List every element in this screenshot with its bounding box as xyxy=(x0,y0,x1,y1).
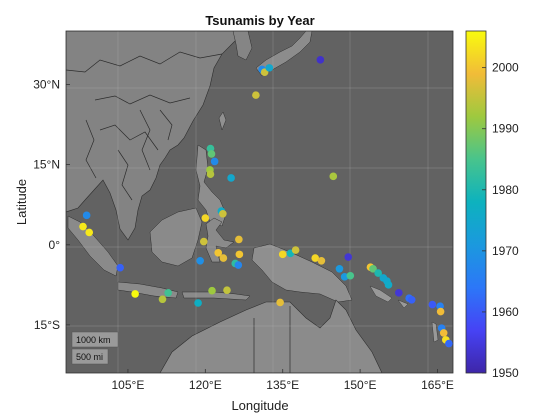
scale-bar-mi-label: 500 mi xyxy=(76,352,103,362)
tsunami-point xyxy=(219,254,228,262)
map-plot-area: 1000 km 500 mi xyxy=(65,30,454,374)
x-tick-label: 165°E xyxy=(421,378,454,392)
chart-title: Tsunamis by Year xyxy=(205,13,314,28)
tsunami-point xyxy=(158,295,167,304)
colorbar-tick-label: 2000 xyxy=(492,61,519,75)
tsunami-point xyxy=(346,271,355,280)
colorbar-gradient xyxy=(465,30,487,374)
tsunami-point xyxy=(196,256,204,265)
tsunami-point xyxy=(214,248,223,257)
colorbar: 1950 1960 1970 1980 1990 2000 xyxy=(465,30,519,380)
x-tick-label: 105°E xyxy=(112,378,145,392)
tsunami-point xyxy=(252,91,260,99)
x-tick-label: 120°E xyxy=(189,378,222,392)
scale-bar-km-box xyxy=(71,331,119,348)
tsunami-point xyxy=(329,172,338,181)
tsunami-point xyxy=(278,250,287,259)
colorbar-tick-label: 1950 xyxy=(492,366,519,380)
landmass-lesser-sunda xyxy=(181,291,251,301)
x-tick-label: 135°E xyxy=(266,378,299,392)
tsunami-point xyxy=(428,300,437,309)
tsunami-point xyxy=(164,289,172,297)
tsunami-point xyxy=(223,286,231,294)
x-axis-label: Longitude xyxy=(231,398,288,413)
tsunami-point xyxy=(316,56,325,64)
tsunami-point xyxy=(340,273,349,281)
tsunami-point xyxy=(199,237,208,246)
tsunami-point xyxy=(234,261,243,269)
y-tick-label: 30°N xyxy=(33,77,60,91)
tsunami-point xyxy=(208,286,216,295)
tsunami-point xyxy=(227,174,235,182)
tsunami-point xyxy=(374,269,382,277)
y-tick-label: 15°N xyxy=(33,158,60,172)
landmass-taiwan xyxy=(218,111,227,131)
tsunami-point xyxy=(439,329,448,337)
landmass-asia xyxy=(66,31,237,241)
scale-bar-km-label: 1000 km xyxy=(76,335,111,345)
landmass-australia xyxy=(159,299,383,373)
landmass-borneo xyxy=(149,207,203,267)
tsunami-point xyxy=(235,250,244,259)
tsunami-point xyxy=(317,256,326,265)
tsunami-point xyxy=(445,339,453,348)
tsunami-point xyxy=(407,295,416,304)
tsunami-point xyxy=(201,214,210,222)
tsunami-point xyxy=(265,64,274,72)
colorbar-tick-label: 1990 xyxy=(492,122,519,136)
tsunami-point xyxy=(116,263,124,272)
landmass-korea xyxy=(232,31,253,61)
tsunami-points xyxy=(79,56,453,348)
landmass-java xyxy=(117,281,179,299)
country-borders xyxy=(66,51,223,201)
tsunami-point xyxy=(206,170,215,179)
tsunami-point xyxy=(82,211,91,220)
tsunami-point xyxy=(210,157,219,166)
tsunami-point xyxy=(344,253,353,261)
tsunami-point xyxy=(194,299,202,307)
colorbar-tick-label: 1960 xyxy=(492,305,519,319)
tsunami-point xyxy=(276,298,284,307)
colorbar-ticks: 1950 1960 1970 1980 1990 2000 xyxy=(482,61,519,380)
colorbar-tick-label: 1970 xyxy=(492,244,519,258)
tsunami-point xyxy=(85,228,94,237)
x-axis-ticks: 105°E 120°E 135°E 150°E 165°E xyxy=(112,369,454,392)
map-gridlines xyxy=(66,31,453,373)
y-tick-label: 0° xyxy=(49,238,61,252)
tsunami-point xyxy=(79,222,87,231)
tsunami-point xyxy=(207,150,216,158)
tsunami-point xyxy=(219,209,227,218)
scale-bar-mi-box xyxy=(71,348,109,365)
tsunami-point xyxy=(436,307,445,316)
landmass-sulawesi xyxy=(205,217,235,263)
tsunami-point xyxy=(395,289,403,297)
scale-bar: 1000 km 500 mi xyxy=(71,331,119,365)
y-axis-label: Latitude xyxy=(14,179,29,225)
tsunami-point xyxy=(131,290,139,298)
y-tick-label: 15°S xyxy=(34,318,60,332)
landmass-layer xyxy=(66,31,453,373)
x-tick-label: 150°E xyxy=(344,378,377,392)
y-axis-ticks: 30°N 15°N 0° 15°S xyxy=(33,77,70,332)
tsunami-point xyxy=(291,246,300,254)
tsunami-point xyxy=(384,281,393,289)
tsunami-point xyxy=(235,235,243,244)
landmass-solomon-islands xyxy=(369,285,409,309)
landmass-vanuatu xyxy=(431,321,439,343)
tsunami-point xyxy=(335,264,344,273)
tsunami-point xyxy=(311,254,320,262)
colorbar-tick-label: 1980 xyxy=(492,183,519,197)
australia-borders xyxy=(253,306,291,373)
plot-frame xyxy=(65,30,454,374)
tsunami-point xyxy=(369,264,377,273)
